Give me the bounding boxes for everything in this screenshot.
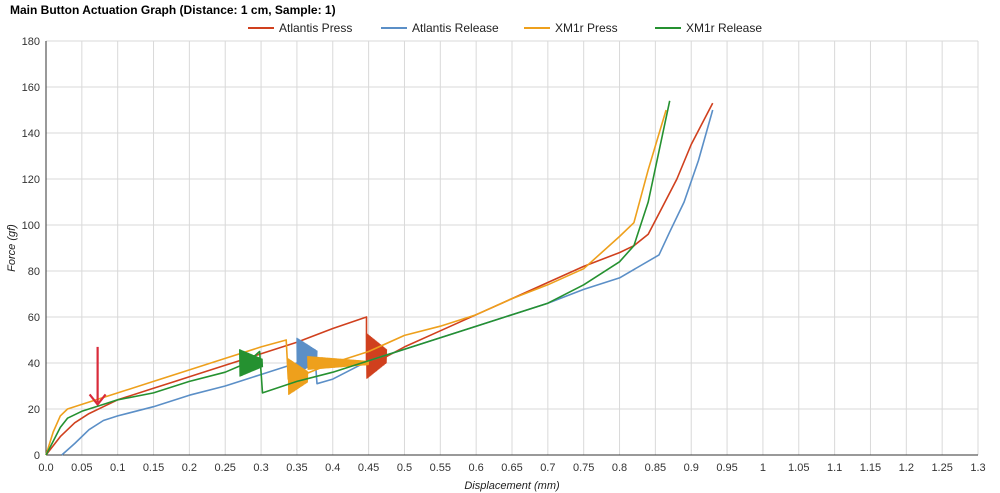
series-oscillation (365, 333, 388, 379)
series-line (45, 102, 714, 456)
x-tick-label: 0.4 (325, 462, 340, 474)
y-tick-label: 140 (22, 128, 40, 140)
x-tick-label: 0.1 (110, 462, 125, 474)
x-tick-label: 0.7 (540, 462, 555, 474)
x-tick-label: 0.5 (397, 462, 412, 474)
series-oscillation (239, 349, 264, 377)
y-tick-label: 120 (22, 174, 40, 186)
axis-layer: 0.0 0.05 0.1 0.15 0.2 0.25 0.3 0.35 0.4 0.45 0.5 0.… (22, 36, 986, 474)
annotation-arrow-head (88, 393, 107, 406)
legend-label: XM1r Release (686, 21, 762, 35)
y-axis-label: Force (gf) (6, 224, 18, 272)
y-tick-label: 60 (28, 312, 40, 324)
grid-layer (45, 40, 979, 456)
x-tick-label: 0.15 (143, 462, 164, 474)
series-layer (45, 100, 714, 456)
x-tick-label: 1.25 (931, 462, 952, 474)
x-tick-label: 0.25 (215, 462, 236, 474)
x-tick-label: 1.15 (860, 462, 881, 474)
chart-title: Main Button Actuation Graph (Distance: 1… (10, 3, 336, 17)
x-tick-label: 0.65 (501, 462, 522, 474)
x-tick-label: 0.9 (684, 462, 699, 474)
y-tick-label: 40 (28, 358, 40, 370)
x-tick-label: 0.8 (612, 462, 627, 474)
series-oscillation (296, 337, 318, 375)
y-tick-label: 0 (34, 450, 40, 462)
x-tick-label: 0.05 (71, 462, 92, 474)
y-tick-label: 100 (22, 220, 40, 232)
legend-label: XM1r Press (555, 21, 618, 35)
y-tick-label: 160 (22, 82, 40, 94)
x-tick-label: 0.95 (716, 462, 737, 474)
x-tick-label: 0.0 (38, 462, 53, 474)
x-tick-label: 1.1 (827, 462, 842, 474)
x-tick-label: 0.6 (469, 462, 484, 474)
x-tick-label: 0.55 (430, 462, 451, 474)
y-tick-label: 20 (28, 404, 40, 416)
y-tick-label: 80 (28, 266, 40, 278)
series-oscillation (287, 358, 309, 395)
x-tick-label: 1.3 (970, 462, 985, 474)
legend-label: Atlantis Press (279, 21, 352, 35)
x-tick-label: 0.45 (358, 462, 379, 474)
x-tick-label: 0.85 (645, 462, 666, 474)
series-line (61, 109, 714, 456)
x-tick-label: 0.35 (286, 462, 307, 474)
legend-label: Atlantis Release (412, 21, 499, 35)
series-line (45, 100, 671, 456)
annotation-layer (88, 346, 107, 406)
x-tick-label: 0.3 (253, 462, 268, 474)
x-tick-label: 1.05 (788, 462, 809, 474)
y-tick-label: 180 (22, 36, 40, 48)
x-tick-label: 0.75 (573, 462, 594, 474)
legend: Atlantis Press Atlantis Release XM1r Press… (248, 21, 762, 35)
x-tick-label: 1 (760, 462, 766, 474)
x-tick-label: 0.2 (182, 462, 197, 474)
x-tick-label: 1.2 (899, 462, 914, 474)
x-axis-label: Displacement (mm) (464, 480, 560, 492)
series-line (45, 109, 667, 456)
